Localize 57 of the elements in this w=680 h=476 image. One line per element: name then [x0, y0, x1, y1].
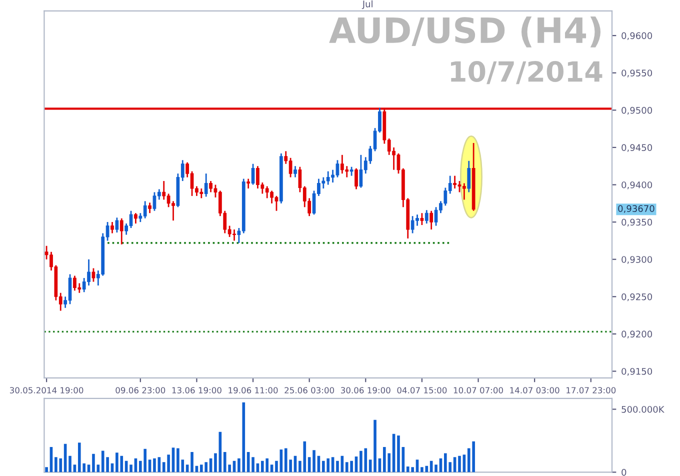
candlestick: [251, 163, 255, 186]
y-tick-label: 0,9350: [622, 218, 652, 227]
y-tick-label: 500.000K: [622, 406, 664, 413]
y-tick-label: 0,9500: [622, 106, 652, 115]
y-tick-label: 0,9450: [622, 144, 652, 152]
x-tick-label: 30.05.2014 19:00: [10, 387, 84, 394]
candlestick: [92, 268, 96, 282]
bar: [336, 460, 339, 472]
candlestick: [420, 212, 424, 226]
y-tick-label: 0,9550: [622, 70, 652, 78]
y-tick-label: 0,9200: [622, 330, 652, 338]
bar: [374, 420, 376, 472]
y-tick-label: 0: [622, 468, 626, 476]
candlestick: [110, 221, 114, 234]
chart-title: AUD/USD (H4): [329, 16, 600, 48]
text: Jul: [362, 0, 372, 10]
bar: [45, 467, 48, 472]
x-tick-label: 13.06 19:00: [172, 387, 222, 394]
x-tick-label: 10.07 07:00: [454, 387, 503, 394]
bar: [130, 464, 132, 472]
bar: [275, 460, 278, 472]
bar: [434, 464, 438, 472]
x-tick-label: 19.06 11:00: [228, 387, 278, 394]
candlestick: [148, 202, 152, 214]
candlestick: [467, 160, 471, 193]
x-tick-label: 25.06 03:00: [284, 387, 334, 394]
bar: [312, 450, 316, 472]
x-tick-label: 14.07 03:00: [510, 387, 560, 394]
bar: [252, 457, 254, 472]
text: 0,93670: [618, 205, 654, 213]
candlestick: [462, 182, 466, 200]
y-tick-label: 0,9250: [622, 293, 652, 302]
candlestick: [294, 165, 297, 178]
x-tick-label: 04.07 15:00: [397, 387, 447, 394]
candlestick: [354, 168, 358, 190]
candlestick: [424, 209, 428, 224]
y-tick-label: 0,9400: [622, 181, 652, 190]
bar: [190, 452, 194, 472]
y-tick-label: 0,9300: [622, 256, 652, 264]
bar: [397, 436, 400, 472]
bar: [458, 456, 461, 472]
x-tick-label: 30.06 19:00: [341, 387, 390, 394]
candlestick: [134, 212, 138, 224]
bar: [214, 453, 217, 472]
text: 10/7/2014: [451, 60, 602, 84]
x-tick-label: 17.07 23:00: [566, 387, 616, 394]
candlestick: [430, 210, 434, 230]
bar: [92, 454, 95, 472]
y-tick-label: 0,9600: [622, 32, 652, 40]
x-tick-label: 09.06 23:00: [116, 387, 166, 394]
candlestick: [115, 216, 119, 234]
bar: [153, 458, 156, 472]
candlestick: [246, 178, 250, 190]
y-tick-label: 0,9150: [622, 368, 652, 376]
bar: [68, 456, 72, 472]
candlestick: [204, 172, 208, 198]
candlestick: [120, 218, 124, 246]
